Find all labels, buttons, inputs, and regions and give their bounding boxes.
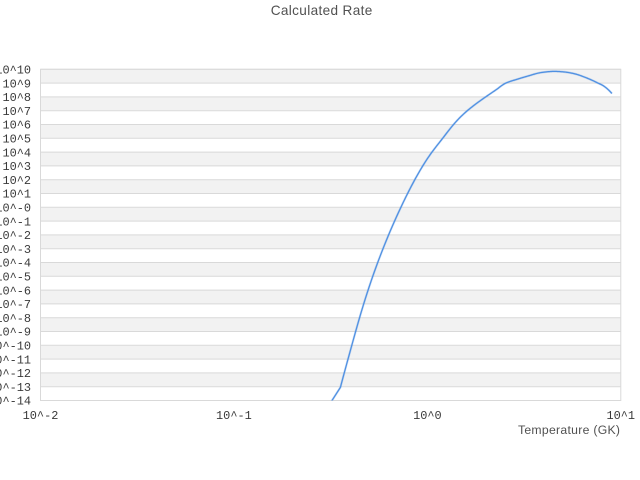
svg-text:10^5: 10^5	[2, 133, 31, 147]
svg-text:10^-7: 10^-7	[0, 298, 31, 312]
svg-text:10^7: 10^7	[2, 105, 31, 119]
svg-text:10^-2: 10^-2	[0, 229, 31, 243]
svg-text:10^10: 10^10	[0, 64, 31, 78]
svg-text:10^-5: 10^-5	[0, 271, 31, 285]
svg-text:10^-12: 10^-12	[0, 367, 31, 381]
svg-text:10^9: 10^9	[2, 77, 31, 91]
svg-text:Temperature (GK): Temperature (GK)	[518, 423, 620, 437]
svg-text:10^-3: 10^-3	[0, 243, 31, 257]
svg-text:10^-6: 10^-6	[0, 284, 31, 298]
svg-text:10^-2: 10^-2	[23, 409, 59, 423]
svg-text:10^3: 10^3	[2, 160, 31, 174]
svg-text:10^-0: 10^-0	[0, 202, 31, 216]
svg-text:10^4: 10^4	[2, 146, 31, 160]
svg-text:10^-1: 10^-1	[216, 409, 252, 423]
svg-text:10^1: 10^1	[2, 188, 31, 202]
svg-text:Calculated Rate: Calculated Rate	[271, 3, 373, 18]
svg-text:10^1: 10^1	[607, 409, 636, 423]
svg-text:10^-10: 10^-10	[0, 340, 31, 354]
svg-text:10^0: 10^0	[413, 409, 442, 423]
svg-text:10^8: 10^8	[2, 91, 31, 105]
svg-text:10^-14: 10^-14	[0, 395, 31, 409]
svg-text:10^-11: 10^-11	[0, 353, 31, 367]
svg-text:10^-1: 10^-1	[0, 215, 31, 229]
svg-text:10^6: 10^6	[2, 119, 31, 133]
svg-text:10^2: 10^2	[2, 174, 31, 188]
svg-text:10^-13: 10^-13	[0, 381, 31, 395]
svg-text:10^-9: 10^-9	[0, 326, 31, 340]
svg-text:10^-4: 10^-4	[0, 257, 31, 271]
svg-text:10^-8: 10^-8	[0, 312, 31, 326]
